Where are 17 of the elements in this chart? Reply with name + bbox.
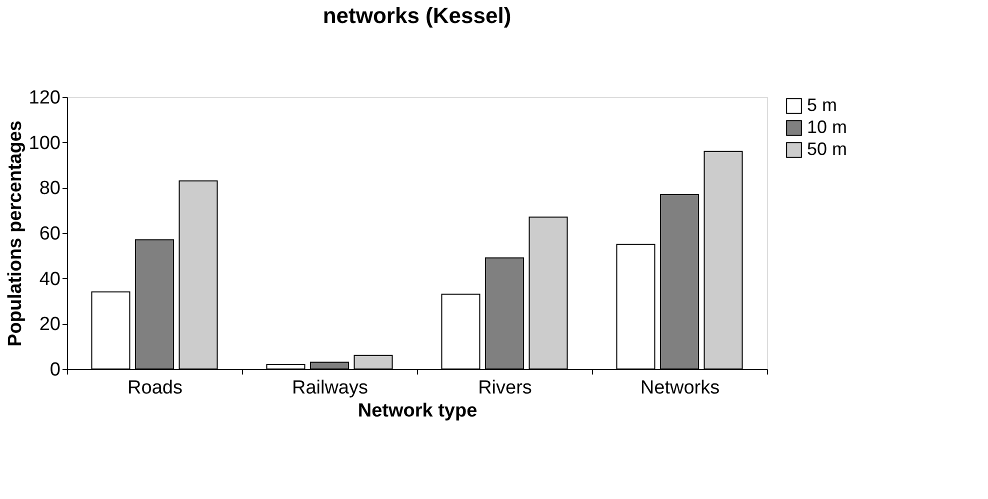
legend-label: 10 m: [807, 117, 848, 137]
x-tick-label: Railways: [292, 378, 368, 398]
x-axis-title: Network type: [358, 400, 478, 422]
y-tick-label: 0: [50, 360, 60, 380]
y-tick-label: 60: [39, 224, 60, 244]
legend-label: 5 m: [807, 95, 838, 115]
y-tick-label: 20: [39, 314, 60, 336]
legend-label: 50 m: [807, 139, 848, 159]
x-tick-label: Roads: [128, 378, 182, 398]
y-tick-label: 100: [28, 132, 60, 154]
x-tick-label: Networks: [640, 378, 720, 398]
chart-title: networks (Kessel): [322, 3, 512, 28]
y-axis-title: Populations percentages: [4, 120, 26, 346]
x-tick-label: Rivers: [478, 378, 532, 398]
y-tick-label: 40: [39, 268, 60, 290]
y-tick-label: 80: [39, 178, 60, 200]
y-tick-label: 120: [28, 88, 60, 108]
